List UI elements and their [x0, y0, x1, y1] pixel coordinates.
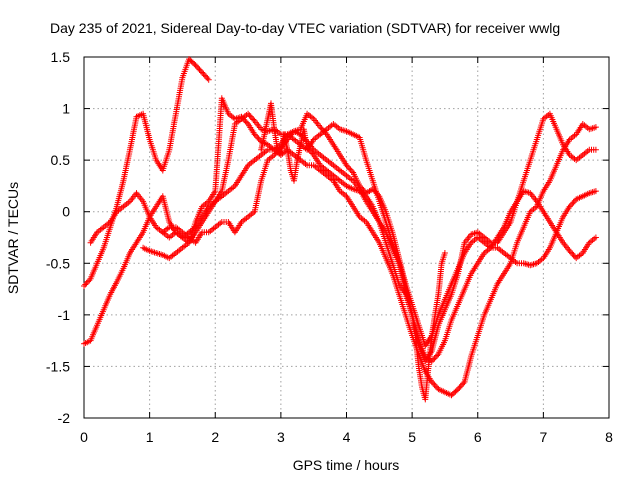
data-point: [569, 200, 576, 207]
data-point: [434, 352, 441, 359]
data-point: [457, 383, 464, 390]
data-point: [371, 187, 378, 194]
data-point: [592, 124, 599, 131]
y-tick-label: -1: [58, 307, 71, 323]
data-point: [592, 188, 599, 195]
data-point: [373, 190, 380, 197]
x-tick-label: 1: [146, 429, 154, 445]
x-tick-label: 8: [605, 429, 613, 445]
data-point: [191, 61, 198, 67]
data-point: [567, 249, 574, 256]
x-tick-label: 4: [343, 429, 351, 445]
y-axis-label: SDTVAR / TECUs: [5, 182, 21, 294]
data-point: [304, 144, 311, 151]
data-point: [192, 62, 199, 69]
x-tick-label: 3: [277, 429, 285, 445]
grid: [84, 57, 609, 418]
data-point: [251, 131, 258, 138]
data-point: [455, 386, 462, 393]
data-point: [193, 63, 200, 70]
y-tick-label: 1.5: [51, 49, 71, 65]
data-point: [375, 191, 381, 198]
data-point: [441, 250, 448, 256]
data-point: [570, 199, 577, 206]
data-point: [242, 118, 249, 125]
data-point: [431, 381, 438, 388]
data-point: [453, 387, 460, 394]
x-tick-label: 6: [474, 429, 482, 445]
data-point: [246, 112, 253, 119]
data-point: [348, 168, 355, 175]
x-tick-label: 0: [80, 429, 88, 445]
data-point: [201, 72, 208, 79]
series-trace-6: [258, 100, 448, 403]
data-point: [308, 149, 315, 156]
y-tick-label: -2: [58, 410, 71, 426]
data-point: [306, 147, 313, 154]
data-point: [346, 165, 353, 172]
axis-ticks: 0 1 2 3 4 5 6 7 8 -2 -1.5 -1 -0.5 0 0.5 1 1.5: [46, 49, 613, 445]
data-point: [318, 125, 325, 132]
data-point: [239, 115, 246, 122]
data-point: [199, 69, 206, 76]
y-tick-label: -1.5: [46, 358, 70, 374]
series-trace-3: [87, 110, 599, 365]
data-points: [81, 56, 599, 403]
data-point: [460, 380, 467, 387]
data-point: [203, 73, 210, 80]
data-point: [428, 378, 435, 385]
data-point: [86, 277, 93, 284]
data-point: [592, 146, 599, 153]
data-point: [343, 162, 350, 169]
y-tick-label: 0: [62, 204, 70, 220]
x-axis-label: GPS time / hours: [293, 457, 400, 473]
data-point: [205, 76, 212, 83]
series-trace-1: [81, 56, 212, 289]
data-point: [569, 250, 576, 257]
data-point: [82, 281, 89, 288]
data-point: [567, 202, 574, 209]
data-point: [432, 353, 439, 360]
data-point: [243, 119, 250, 126]
y-tick-label: 1: [62, 101, 70, 117]
x-tick-label: 7: [539, 429, 547, 445]
data-point: [84, 278, 91, 285]
series-trace-5: [159, 128, 599, 349]
data-point: [321, 128, 328, 135]
data-point: [196, 66, 203, 73]
x-tick-label: 5: [408, 429, 416, 445]
x-tick-label: 2: [211, 429, 219, 445]
y-tick-label: -0.5: [46, 255, 70, 271]
data-point: [252, 132, 259, 139]
data-point: [570, 252, 577, 259]
data-point: [250, 116, 257, 123]
data-point: [249, 115, 255, 122]
chart-title: Day 235 of 2021, Sidereal Day-to-day VTE…: [50, 20, 560, 36]
y-tick-label: 0.5: [51, 152, 71, 168]
series-trace-2: [81, 121, 599, 399]
data-point: [592, 234, 599, 241]
